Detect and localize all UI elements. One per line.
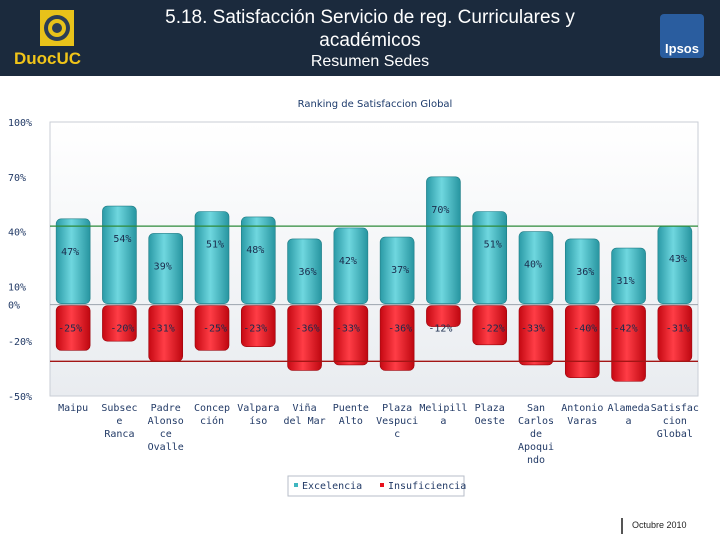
category-label: Melipill a — [419, 403, 467, 427]
data-label-insuficiencia: -36% — [388, 324, 412, 335]
duocuc-logo-text: DuocUC — [14, 49, 81, 68]
bar-insuficiencia — [564, 305, 600, 379]
legend-swatch-excelencia — [294, 483, 298, 487]
bar-excelencia — [240, 216, 276, 304]
data-label-insuficiencia: -22% — [481, 324, 505, 335]
bar-excelencia — [379, 236, 415, 304]
y-tick-label: 100% — [8, 118, 32, 129]
chart-title: Ranking de Satisfaccion Global — [298, 99, 453, 110]
data-label-insuficiencia: -40% — [573, 324, 597, 335]
slide-subtitle: Resumen Sedes — [310, 53, 430, 70]
bar-insuficiencia — [240, 305, 276, 347]
category-label: Viña del Mar — [283, 403, 325, 427]
y-tick-label: 70% — [8, 173, 26, 184]
data-label-excelencia: 36% — [299, 267, 317, 278]
data-label-excelencia: 48% — [246, 245, 264, 256]
category-label: San Carlos de Apoqui ndo — [518, 403, 554, 466]
bar-insuficiencia — [472, 305, 508, 346]
data-label-insuficiencia: -31% — [666, 324, 690, 335]
bar-excelencia — [518, 231, 554, 304]
duocuc-logo-graphic: DuocUC — [14, 10, 81, 68]
bar-insuficiencia — [611, 305, 646, 382]
data-label-excelencia: 51% — [206, 240, 224, 251]
bar-excelencia — [102, 205, 137, 304]
data-label-excelencia: 36% — [576, 267, 594, 278]
data-label-insuficiencia: -12% — [428, 324, 452, 335]
footer-date: Octubre 2010 — [632, 520, 687, 530]
data-label-insuficiencia: -20% — [110, 324, 134, 335]
legend-swatch-insuficiencia — [380, 483, 384, 487]
data-label-excelencia: 54% — [113, 234, 131, 245]
slide-header: DuocUC 5.18. Satisfacción Servicio de re… — [0, 0, 720, 76]
data-label-insuficiencia: -33% — [521, 324, 545, 335]
data-label-insuficiencia: -23% — [243, 324, 267, 335]
data-label-insuficiencia: -31% — [151, 324, 175, 335]
data-label-excelencia: 70% — [431, 205, 449, 216]
data-label-excelencia: 40% — [524, 260, 542, 271]
bar-excelencia — [287, 238, 322, 304]
bar-excelencia — [148, 233, 184, 304]
ipsos-logo-text: Ipsos — [665, 41, 699, 56]
data-label-excelencia: 42% — [339, 256, 357, 267]
data-label-excelencia: 51% — [484, 240, 502, 251]
duocuc-logo: DuocUC — [12, 10, 97, 68]
data-label-insuficiencia: -25% — [58, 324, 82, 335]
footer-divider — [621, 518, 623, 534]
bar-excelencia — [426, 176, 461, 304]
bar-excelencia — [564, 238, 600, 304]
bar-excelencia — [55, 218, 91, 304]
data-label-excelencia: 37% — [391, 265, 409, 276]
y-tick-label: -50% — [8, 392, 32, 403]
data-label-insuficiencia: -25% — [203, 324, 227, 335]
bar-insuficiencia — [379, 305, 415, 371]
data-label-insuficiencia: -36% — [296, 324, 320, 335]
bar-insuficiencia — [287, 305, 322, 371]
category-label: Valpara íso — [237, 403, 279, 427]
bar-insuficiencia — [194, 305, 230, 351]
category-label: Puente Alto — [333, 403, 369, 427]
category-label: Plaza Vespuci c — [376, 403, 418, 440]
bar-excelencia — [194, 211, 230, 304]
category-label: Alameda a — [607, 403, 649, 427]
bar-excelencia — [333, 227, 369, 304]
bar-insuficiencia — [333, 305, 369, 366]
y-tick-label: -20% — [8, 337, 32, 348]
bar-insuficiencia — [102, 305, 137, 342]
legend-box — [287, 475, 465, 497]
bar-insuficiencia — [55, 305, 91, 351]
legend-label-excelencia: Excelencia — [302, 481, 362, 492]
bar-insuficiencia — [518, 305, 554, 366]
category-label: Padre Alonso ce Ovalle — [148, 403, 184, 453]
ipsos-logo: Ipsos — [660, 14, 704, 58]
bar-insuficiencia — [426, 305, 461, 327]
category-label: Satisfac cion Global — [651, 403, 699, 440]
bar-excelencia — [472, 211, 508, 304]
data-label-excelencia: 47% — [61, 247, 79, 258]
plot-area — [49, 121, 699, 397]
bar-excelencia — [611, 247, 646, 304]
y-tick-label: 40% — [8, 228, 26, 239]
slide-title: 5.18. Satisfacción Servicio de reg. Curr… — [165, 7, 575, 51]
category-label: Subsec e Ranca — [101, 403, 137, 440]
category-label: Maipu — [58, 403, 88, 414]
data-label-excelencia: 39% — [154, 261, 172, 272]
y-tick-label: 10% — [8, 282, 26, 293]
category-label: Plaza Oeste — [475, 403, 505, 427]
data-label-insuficiencia: -42% — [614, 324, 638, 335]
legend-label-insuficiencia: Insuficiencia — [388, 481, 466, 492]
data-label-excelencia: 31% — [617, 276, 635, 287]
data-label-excelencia: 43% — [669, 254, 687, 265]
data-label-insuficiencia: -33% — [336, 324, 360, 335]
y-tick-label: 0% — [8, 301, 20, 312]
category-label: Concep ción — [194, 403, 230, 427]
category-label: Antonio Varas — [561, 403, 603, 427]
